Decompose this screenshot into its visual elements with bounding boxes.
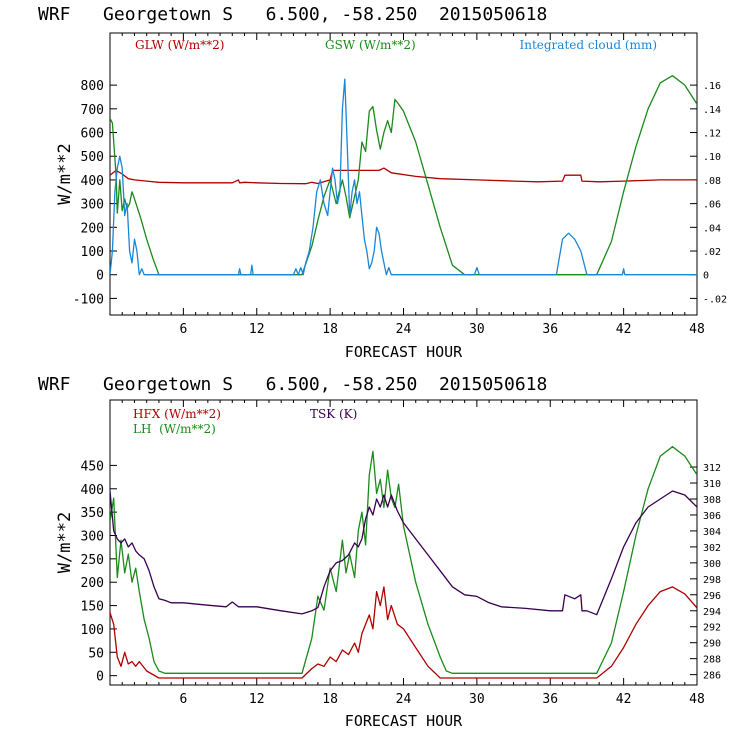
- legend-entry: TSK (K): [310, 407, 357, 421]
- y2-tick-label: 286: [703, 671, 721, 682]
- series-line-lh-w-m: [110, 446, 697, 674]
- y-tick-label: 50: [88, 646, 104, 661]
- x-tick-label: 18: [322, 692, 338, 707]
- x-tick-label: 6: [179, 692, 187, 707]
- x-tick-label: 36: [542, 322, 558, 337]
- x-tick-label: 24: [396, 322, 412, 337]
- y2-tick-label: .16: [703, 81, 721, 92]
- y2-tick-label: 296: [703, 591, 721, 602]
- x-tick-label: 48: [689, 322, 705, 337]
- legend-entry: HFX (W/m**2): [133, 407, 221, 421]
- y2-tick-label: .06: [703, 200, 721, 211]
- x-tick-label: 18: [322, 322, 338, 337]
- y2-tick-label: 306: [703, 511, 721, 522]
- y2-tick-label: .10: [703, 152, 721, 163]
- y-tick-label: 800: [81, 79, 104, 94]
- y2-tick-label: 308: [703, 495, 721, 506]
- y-tick-label: 350: [81, 506, 104, 521]
- plot-frame: [109, 399, 698, 686]
- y-tick-label: 100: [81, 623, 104, 638]
- y-tick-label: 600: [81, 127, 104, 142]
- y2-tick-label: 300: [703, 559, 721, 570]
- y-tick-label: 150: [81, 600, 104, 615]
- y2-tick-label: .14: [703, 105, 721, 116]
- y2-tick-label: 302: [703, 543, 721, 554]
- y-tick-label: 200: [81, 221, 104, 236]
- y-axis-label: W/m**2: [55, 143, 75, 204]
- y2-tick-label: 290: [703, 639, 721, 650]
- legend-entry: GSW (W/m**2): [325, 38, 416, 52]
- legend-entry: LH (W/m**2): [133, 422, 216, 436]
- y2-tick-label: 298: [703, 575, 721, 586]
- series-line-integrated-cloud-mm: [110, 78, 697, 276]
- series-line-tsk-k: [110, 490, 697, 616]
- y2-tick-label: 292: [703, 623, 721, 634]
- x-tick-label: 6: [179, 322, 187, 337]
- y-tick-label: 300: [81, 529, 104, 544]
- y-tick-label: 400: [81, 483, 104, 498]
- y2-tick-label: .08: [703, 176, 721, 187]
- y-tick-label: 200: [81, 576, 104, 591]
- series-line-glw-w-m: [110, 167, 697, 185]
- x-tick-label: 48: [689, 692, 705, 707]
- y2-tick-label: .04: [703, 223, 721, 234]
- y-tick-label: 0: [96, 670, 104, 685]
- series-line-hfx-w-m: [110, 586, 697, 679]
- y-tick-label: 400: [81, 174, 104, 189]
- y2-tick-label: .12: [703, 129, 721, 140]
- y-tick-label: 700: [81, 103, 104, 118]
- x-tick-label: 12: [249, 322, 265, 337]
- y-tick-label: 250: [81, 553, 104, 568]
- x-axis-label: FORECAST HOUR: [345, 343, 463, 361]
- y-tick-label: 100: [81, 245, 104, 260]
- x-tick-label: 42: [616, 322, 632, 337]
- x-tick-label: 30: [469, 692, 485, 707]
- y2-tick-label: -.02: [703, 294, 727, 305]
- x-tick-label: 36: [542, 692, 558, 707]
- y-tick-label: 300: [81, 198, 104, 213]
- y-axis-label: W/m**2: [55, 512, 75, 573]
- x-axis-label: FORECAST HOUR: [345, 712, 463, 730]
- y2-tick-label: 0: [703, 271, 709, 282]
- y-tick-label: 450: [81, 459, 104, 474]
- y2-tick-label: 304: [703, 527, 721, 538]
- y-tick-label: -100: [73, 292, 104, 307]
- y2-tick-label: 310: [703, 479, 721, 490]
- x-tick-label: 30: [469, 322, 485, 337]
- chart-title: WRF Georgetown S 6.500, -58.250 20150506…: [38, 4, 547, 25]
- chart-title: WRF Georgetown S 6.500, -58.250 20150506…: [38, 374, 547, 395]
- y-tick-label: 0: [96, 269, 104, 284]
- x-tick-label: 42: [616, 692, 632, 707]
- legend-entry: GLW (W/m**2): [135, 38, 224, 52]
- legend-entry: Integrated cloud (mm): [519, 38, 657, 52]
- y2-tick-label: 312: [703, 463, 721, 474]
- y-tick-label: 500: [81, 150, 104, 165]
- y2-tick-label: 288: [703, 655, 721, 666]
- x-tick-label: 24: [396, 692, 412, 707]
- y2-tick-label: .02: [703, 247, 721, 258]
- y2-tick-label: 294: [703, 607, 721, 618]
- x-tick-label: 12: [249, 692, 265, 707]
